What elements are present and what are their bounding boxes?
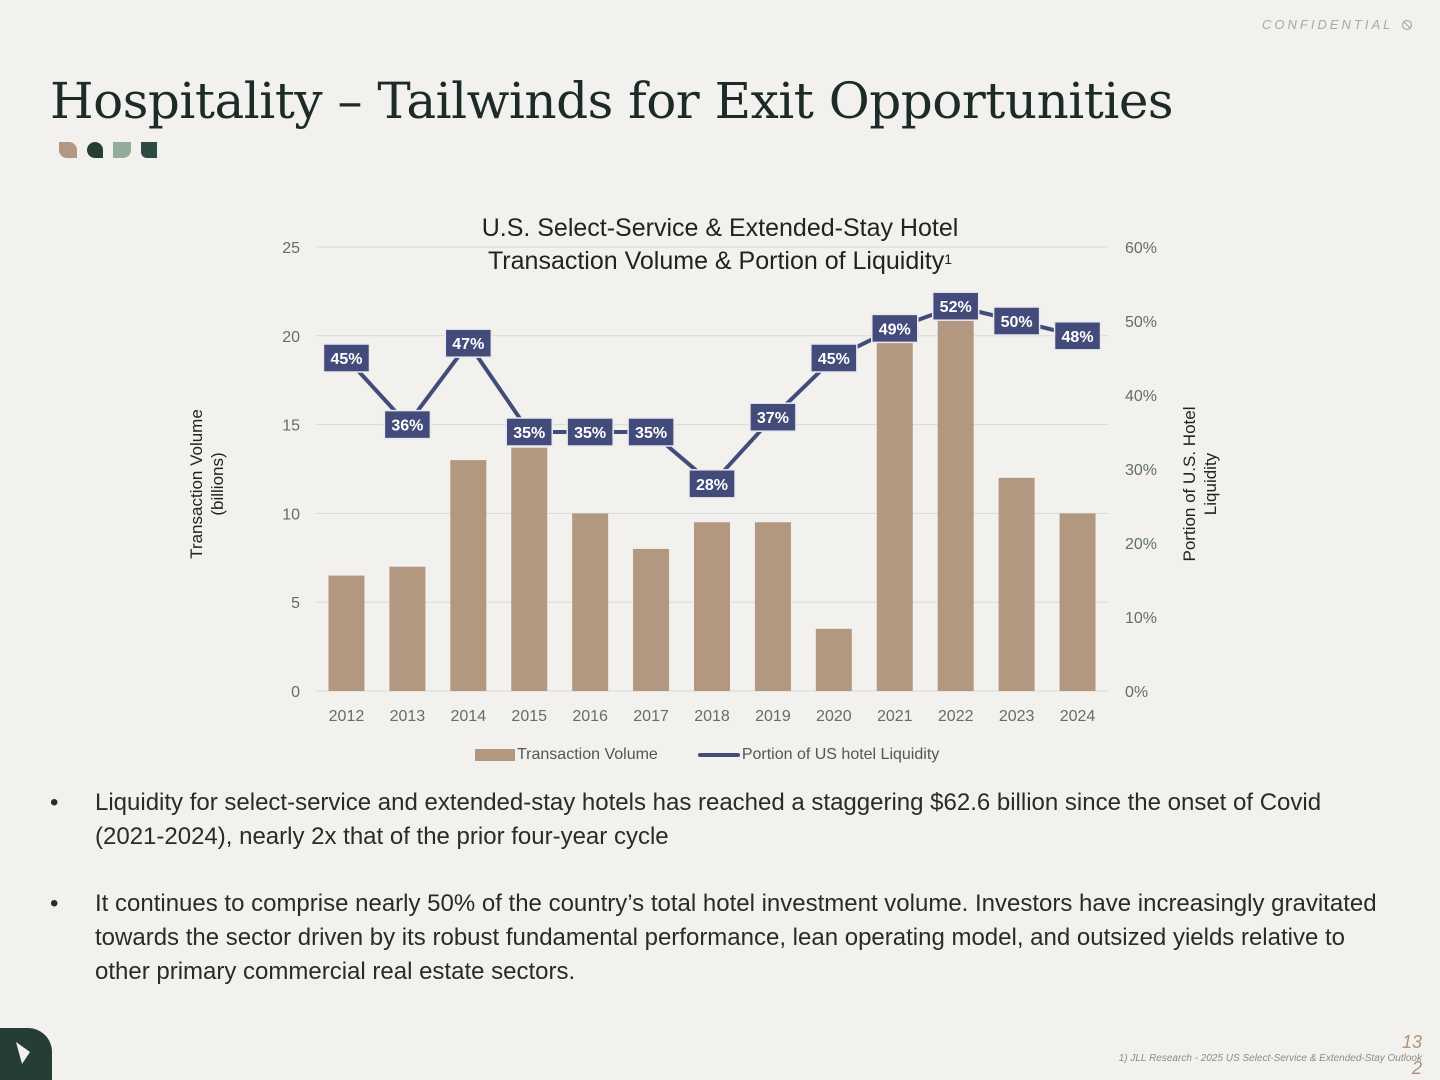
x-axis-tick-label: 2016 [572, 708, 608, 725]
left-axis-tick-label: 20 [282, 329, 300, 346]
x-axis-tick-label: 2013 [390, 708, 426, 725]
bar [572, 513, 609, 691]
x-axis-tick-label: 2020 [816, 708, 852, 725]
x-axis-tick-label: 2021 [877, 708, 913, 725]
data-label-box [931, 291, 980, 321]
bullet-text: Liquidity for select-service and extende… [95, 789, 1322, 850]
right-axis-tick-label: 10% [1125, 610, 1157, 627]
chart-title: U.S. Select-Service & Extended-Stay Hote… [440, 212, 1000, 278]
right-axis-tick-label: 50% [1125, 314, 1157, 331]
data-label: 52% [940, 299, 972, 316]
left-axis-title-line1: Transaction Volume [187, 409, 206, 559]
right-axis-title: Portion of U.S. Hotel Liquidity [1179, 334, 1221, 634]
bar [876, 342, 913, 691]
data-label: 45% [818, 351, 850, 368]
bar [1059, 513, 1096, 691]
data-label: 45% [330, 351, 362, 368]
bar [937, 314, 974, 691]
brand-leaves-icon [59, 142, 157, 158]
right-axis-title-line2: Liquidity [1201, 452, 1220, 516]
data-label-box [566, 417, 614, 447]
x-axis-tick-label: 2018 [694, 708, 730, 725]
bullet-dot-icon: • [50, 789, 59, 816]
left-axis-tick-label: 5 [291, 595, 300, 612]
data-label-box [322, 343, 371, 373]
x-axis-tick-label: 2024 [1060, 708, 1096, 725]
left-axis-tick-label: 15 [282, 418, 300, 435]
bullet-item: • It continues to comprise nearly 50% of … [50, 887, 1390, 989]
left-axis-tick-label: 10 [282, 506, 300, 523]
bar [694, 522, 730, 691]
data-label: 28% [696, 477, 728, 494]
data-label-box [992, 306, 1041, 336]
right-axis-tick-label: 30% [1125, 462, 1157, 479]
legend-bar-swatch [475, 749, 515, 761]
data-label-box [444, 328, 493, 358]
data-label: 48% [1062, 329, 1094, 346]
data-label-box [505, 417, 553, 447]
source-footnote: 1) JLL Research - 2025 US Select-Service… [1118, 1053, 1422, 1064]
bullet-list: • Liquidity for select-service and extend… [50, 786, 1390, 1022]
page-title: Hospitality – Tailwinds for Exit Opportu… [50, 72, 1174, 130]
bar [328, 575, 365, 691]
data-label-box [749, 402, 797, 432]
bar [511, 447, 548, 691]
bullet-text: It continues to comprise nearly 50% of t… [95, 890, 1377, 985]
right-axis-title-line1: Portion of U.S. Hotel [1180, 406, 1199, 562]
legend-line-label: Portion of US hotel Liquidity [741, 746, 940, 763]
left-axis-tick-label: 0 [291, 684, 300, 701]
data-label-box [810, 343, 858, 373]
x-axis-tick-label: 2015 [511, 708, 547, 725]
bullet-dot-icon: • [50, 890, 59, 917]
data-label: 49% [879, 321, 911, 338]
x-axis-tick-label: 2023 [999, 708, 1035, 725]
right-axis-tick-label: 60% [1125, 240, 1157, 257]
legend-bar-label: Transaction Volume [517, 746, 658, 763]
page-number: 13 [1401, 1032, 1422, 1052]
data-label: 35% [574, 425, 606, 442]
x-axis-tick-label: 2017 [633, 708, 669, 725]
right-axis-tick-label: 0% [1125, 684, 1148, 701]
data-label: 35% [635, 425, 667, 442]
data-label: 50% [1001, 314, 1033, 331]
bar [389, 566, 426, 691]
brand-corner-logo-icon [0, 1028, 52, 1080]
bullet-item: • Liquidity for select-service and extend… [50, 786, 1390, 854]
bar [815, 628, 852, 691]
data-label-box [1053, 321, 1102, 351]
page-number-continued: 2 [1411, 1058, 1422, 1078]
bar [633, 548, 670, 691]
bar [754, 522, 791, 691]
data-label: 36% [391, 418, 423, 435]
data-label: 47% [452, 336, 484, 353]
no-share-icon [1401, 19, 1413, 31]
right-axis-tick-label: 40% [1125, 388, 1157, 405]
x-axis-tick-label: 2022 [938, 708, 974, 725]
chart-title-line2: Transaction Volume & Portion of Liquidit… [487, 247, 945, 275]
data-label: 37% [757, 410, 789, 427]
chart-title-footnote-mark: 1 [944, 251, 953, 267]
data-label-box [383, 409, 432, 440]
data-label-box [871, 313, 919, 344]
data-label-box [688, 469, 736, 499]
x-axis-tick-label: 2019 [755, 708, 791, 725]
bar [998, 477, 1035, 691]
x-axis-tick-label: 2012 [329, 708, 365, 725]
left-axis-title-line2: (billions) [208, 452, 227, 516]
right-axis-tick-label: 20% [1125, 536, 1157, 553]
chart-title-line1: U.S. Select-Service & Extended-Stay Hote… [481, 214, 959, 242]
confidential-label: CONFIDENTIAL [1262, 17, 1394, 32]
data-label-box [627, 417, 675, 447]
x-axis-tick-label: 2014 [451, 708, 487, 725]
bar [450, 460, 487, 691]
data-label: 35% [513, 425, 545, 442]
left-axis-tick-label: 25 [282, 240, 300, 257]
legend-line-swatch [697, 753, 740, 757]
left-axis-title: Transaction Volume (billions) [186, 334, 228, 634]
combo-chart: 0 5 10 15 20 25 0% 10% 20% 30% 40% 50% 60% 2012 2013 20… [282, 240, 1157, 725]
chart-legend: Transaction Volume Portion of US hotel L… [475, 744, 939, 766]
